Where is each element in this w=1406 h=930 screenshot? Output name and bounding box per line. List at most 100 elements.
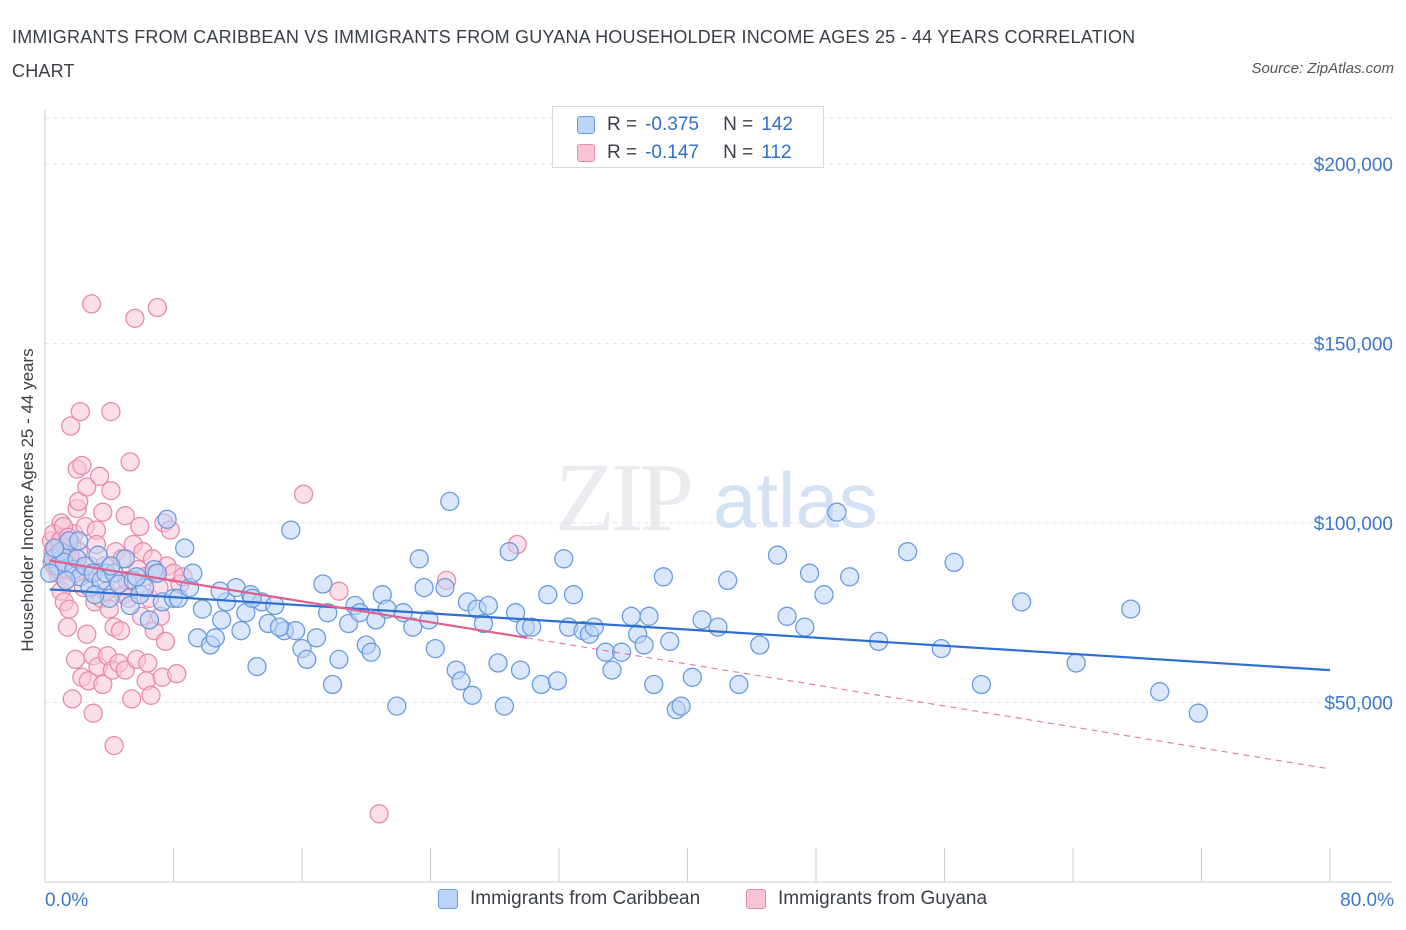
data-point-caribbean [840, 567, 860, 587]
legend-item-caribbean: Immigrants from Caribbean [438, 888, 700, 910]
watermark-atlas: atlas [713, 456, 878, 544]
data-point-caribbean [718, 570, 738, 591]
data-point-caribbean [814, 585, 834, 605]
data-point-caribbean [827, 502, 847, 522]
data-point-caribbean [621, 606, 641, 626]
legend-n-label: N = [723, 142, 754, 163]
data-point-caribbean [478, 595, 498, 616]
data-point-guyana [329, 581, 349, 601]
data-point-caribbean [944, 552, 964, 573]
data-point-caribbean [505, 603, 526, 623]
data-point-caribbean [435, 577, 455, 598]
data-point-caribbean [403, 617, 423, 637]
data-point-guyana [155, 631, 176, 652]
data-point-caribbean [522, 617, 542, 637]
data-point-guyana [57, 617, 78, 637]
data-point-caribbean [231, 621, 251, 641]
data-point-caribbean [212, 610, 232, 630]
data-point-caribbean [488, 653, 508, 673]
data-point-caribbean [660, 631, 680, 652]
data-point-caribbean [69, 531, 89, 551]
data-point-caribbean [531, 674, 551, 695]
data-point-guyana [293, 484, 314, 504]
data-point-caribbean [750, 635, 770, 655]
trend-line-guyana [49, 559, 528, 639]
data-point-guyana [115, 506, 135, 526]
legend-item-guyana: Immigrants from Guyana [746, 888, 987, 910]
data-point-caribbean [451, 671, 471, 691]
data-point-caribbean [285, 621, 306, 641]
data-point-caribbean [329, 649, 349, 670]
data-point-caribbean [671, 696, 691, 716]
legend-r-value: -0.147 [645, 142, 699, 163]
data-point-caribbean [708, 617, 728, 637]
series-caribbean-points [40, 491, 1208, 723]
data-point-guyana [101, 480, 121, 501]
watermark-zip: ZIP [555, 444, 690, 552]
data-point-caribbean [322, 674, 343, 695]
data-point-caribbean [767, 545, 788, 565]
data-point-caribbean [1066, 653, 1086, 673]
data-point-caribbean [602, 660, 622, 680]
data-point-caribbean [361, 642, 381, 662]
data-point-guyana [69, 491, 89, 512]
data-point-caribbean [547, 671, 568, 691]
data-point-caribbean [611, 642, 632, 662]
legend-n-value: 112 [761, 142, 792, 163]
data-point-caribbean [1011, 592, 1032, 612]
data-point-caribbean [440, 491, 460, 512]
data-point-caribbean [1188, 703, 1208, 723]
data-point-caribbean [205, 628, 225, 648]
legend-row-guyana: R = -0.147 N = 112 [577, 141, 792, 165]
x-tick-label-max: 80.0% [1340, 890, 1394, 911]
legend-swatch-guyana [746, 889, 766, 909]
data-point-caribbean [1150, 682, 1170, 702]
legend-row-caribbean: R = -0.375 N = 142 [577, 113, 793, 137]
data-point-caribbean [653, 567, 674, 587]
data-point-guyana [89, 466, 110, 486]
data-point-guyana [141, 685, 161, 705]
data-point-caribbean [473, 613, 494, 634]
y-tick-label: $100,000 [1314, 514, 1393, 535]
legend-swatch-caribbean [577, 116, 595, 134]
data-point-guyana [62, 689, 82, 709]
data-point-caribbean [729, 674, 749, 695]
data-point-caribbean [265, 595, 285, 616]
legend-r-label: R = [607, 114, 638, 135]
y-axis-label: Householder Income Ages 25 - 44 years [18, 348, 37, 652]
data-point-caribbean [584, 617, 604, 637]
data-point-caribbean [538, 585, 558, 605]
data-point-guyana [110, 621, 131, 641]
data-point-caribbean [88, 545, 108, 565]
legend-n-value: 142 [761, 114, 793, 135]
legend-r-value: -0.375 [645, 114, 699, 135]
data-point-caribbean [409, 549, 429, 569]
data-point-caribbean [175, 538, 195, 558]
data-point-guyana [65, 649, 86, 670]
y-tick-label: $150,000 [1314, 334, 1393, 355]
data-point-caribbean [971, 674, 992, 695]
legend-n-label: N = [723, 114, 754, 135]
data-point-guyana [369, 804, 389, 824]
trend-line-caribbean [49, 588, 1331, 672]
legend-swatch-guyana [577, 144, 595, 162]
data-point-guyana [138, 653, 158, 673]
data-point-caribbean [639, 606, 659, 626]
data-point-caribbean [297, 649, 317, 670]
data-point-guyana [104, 735, 124, 756]
data-point-caribbean [462, 685, 482, 705]
data-point-caribbean [777, 606, 797, 626]
data-point-caribbean [554, 549, 574, 569]
data-point-guyana [122, 689, 142, 709]
data-point-caribbean [139, 610, 160, 630]
data-point-caribbean [183, 563, 203, 583]
y-tick-labels: $50,000 $100,000 $150,000 $200,000 [1314, 155, 1393, 715]
data-point-caribbean [269, 617, 290, 637]
legend-r-label: R = [607, 142, 638, 163]
data-point-guyana [70, 401, 90, 422]
data-point-caribbean [425, 638, 445, 659]
x-tick-label-min: 0.0% [45, 890, 89, 911]
watermark: ZIP atlas [555, 444, 878, 552]
legend-swatch-caribbean [438, 889, 458, 909]
